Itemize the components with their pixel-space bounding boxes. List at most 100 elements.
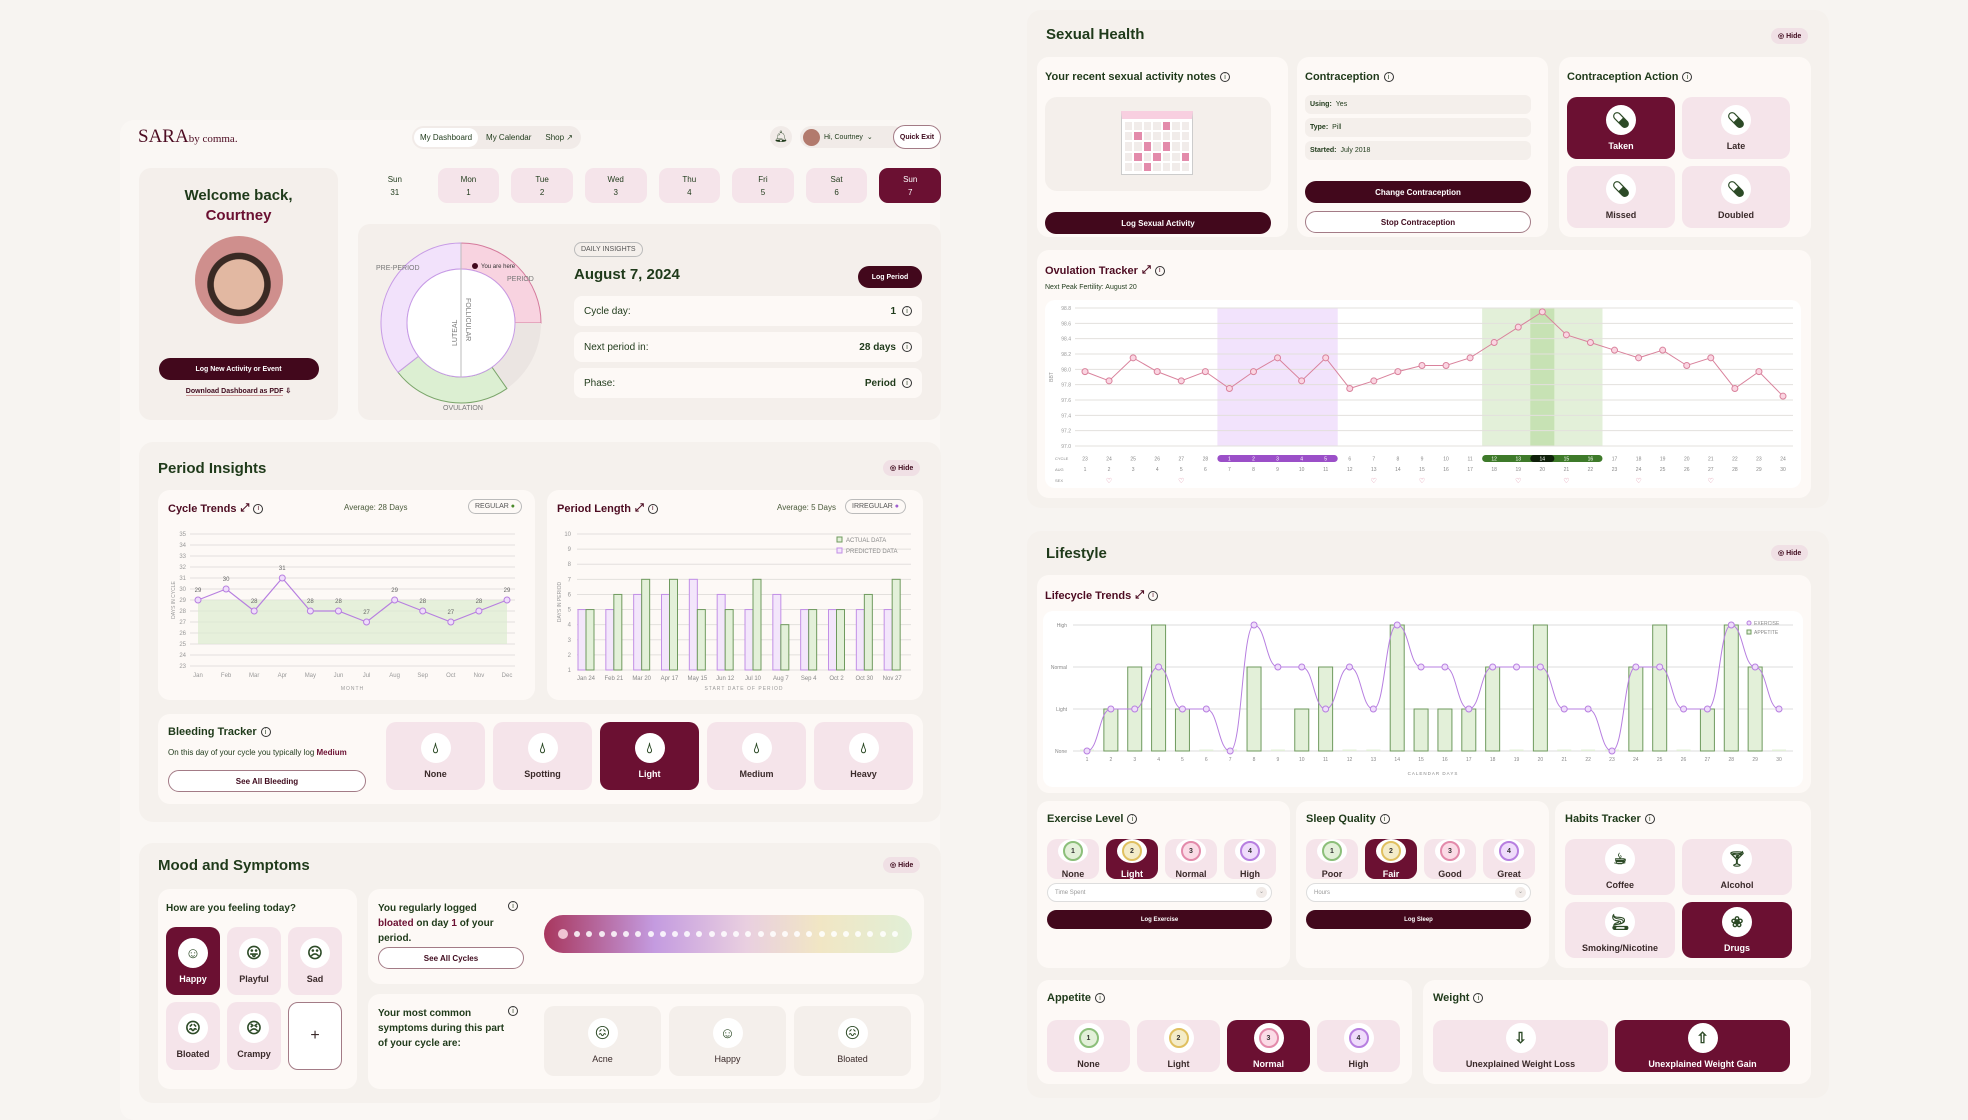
add-mood-button[interactable]: + bbox=[288, 1002, 342, 1070]
exercise-dropdown[interactable]: Time Spent ⌄ bbox=[1047, 883, 1272, 902]
sleep-dropdown[interactable]: Hours ⌄ bbox=[1306, 883, 1531, 902]
nav-my-dashboard[interactable]: My Dashboard bbox=[414, 128, 479, 147]
cycle-day-slider[interactable] bbox=[544, 915, 912, 953]
sleep-option-great[interactable]: 4 Great bbox=[1483, 839, 1535, 879]
appetite-option-none[interactable]: 1 None bbox=[1047, 1020, 1130, 1072]
nav-shop[interactable]: Shop ↗ bbox=[545, 133, 573, 142]
bleeding-option-medium[interactable]: 💧︎ Medium bbox=[707, 722, 806, 790]
contraception-action-missed[interactable]: 💊︎ Missed bbox=[1567, 166, 1675, 228]
day-thu-4[interactable]: Thu 4 bbox=[658, 168, 721, 203]
exercise-point-day-18 bbox=[1489, 663, 1497, 671]
appetite-option-normal[interactable]: 3 Normal bbox=[1227, 1020, 1310, 1072]
day-sun-7[interactable]: Sun 7 bbox=[879, 168, 941, 203]
sleep-option-fair[interactable]: 2 Fair bbox=[1365, 839, 1417, 879]
contraception-action-late[interactable]: 💊︎ Late bbox=[1682, 97, 1790, 159]
mood-option-sad[interactable]: ☹ Sad bbox=[288, 927, 342, 995]
see-all-cycles-button[interactable]: See All Cycles bbox=[378, 947, 524, 969]
info-icon[interactable]: i bbox=[1095, 993, 1105, 1003]
day-sun-31[interactable]: Sun 31 bbox=[364, 168, 426, 203]
habit-smoking-nicotine[interactable]: 🚬︎ Smoking/Nicotine bbox=[1565, 902, 1675, 958]
info-icon[interactable]: i bbox=[902, 306, 912, 316]
hide-button[interactable]: ◎ Hide bbox=[1771, 28, 1809, 44]
habit-drugs[interactable]: ❀ Drugs bbox=[1682, 902, 1792, 958]
hide-button[interactable]: ◎ Hide bbox=[883, 857, 921, 873]
hide-button[interactable]: ◎ Hide bbox=[883, 460, 921, 476]
log-period-button[interactable]: Log Period bbox=[858, 266, 922, 288]
bell-icon[interactable]: 🔔︎ bbox=[770, 126, 792, 148]
day-wed-3[interactable]: Wed 3 bbox=[584, 168, 647, 203]
download-pdf-link[interactable]: Download Dashboard as PDF ⇩ bbox=[139, 387, 338, 396]
user-menu[interactable]: Hi, Courtney ⌄ bbox=[800, 126, 904, 148]
info-icon[interactable]: i bbox=[647, 503, 658, 514]
weight-option-unexplained-weight-loss[interactable]: ⇩ Unexplained Weight Loss bbox=[1433, 1020, 1608, 1072]
info-icon[interactable]: i bbox=[1473, 993, 1484, 1003]
day-mon-1[interactable]: Mon 1 bbox=[437, 168, 500, 203]
appetite-option-high[interactable]: 4 High bbox=[1317, 1020, 1400, 1072]
bbt-point-aug-6 bbox=[1201, 368, 1209, 376]
logo[interactable]: SARAby comma. bbox=[138, 126, 238, 148]
change-contraception-button[interactable]: Change Contraception bbox=[1305, 181, 1531, 203]
exercise-point-day-23 bbox=[1608, 747, 1616, 755]
exercise-point-day-5 bbox=[1178, 705, 1186, 713]
sleep-option-poor[interactable]: 1 Poor bbox=[1306, 839, 1358, 879]
actual-bar-jul-10 bbox=[752, 578, 762, 671]
expand-icon[interactable]: ⤢ bbox=[1141, 264, 1151, 276]
info-icon[interactable]: i bbox=[253, 503, 264, 514]
info-icon[interactable]: i bbox=[508, 901, 518, 911]
log-sexual-activity-button[interactable]: Log Sexual Activity bbox=[1045, 212, 1271, 234]
mood-option-bloated[interactable]: 😖︎ Bloated bbox=[166, 1002, 220, 1070]
bleeding-option-none[interactable]: 💧︎ None bbox=[386, 722, 485, 790]
sleep-option-good[interactable]: 3 Good bbox=[1424, 839, 1476, 879]
habit-alcohol[interactable]: 🍸︎ Alcohol bbox=[1682, 839, 1792, 895]
stop-contraception-button[interactable]: Stop Contraception bbox=[1305, 211, 1531, 233]
info-icon[interactable]: i bbox=[1148, 590, 1159, 601]
appetite-option-light[interactable]: 2 Light bbox=[1137, 1020, 1220, 1072]
section-title: Mood and Symptoms bbox=[158, 857, 310, 874]
exercise-option-normal[interactable]: 3 Normal bbox=[1165, 839, 1217, 879]
info-icon[interactable]: i bbox=[1219, 72, 1230, 82]
day-fri-5[interactable]: Fri 5 bbox=[732, 168, 794, 203]
info-icon[interactable]: i bbox=[508, 1006, 518, 1016]
expand-icon[interactable]: ⤢ bbox=[1135, 589, 1145, 601]
cycle-day-label: 1 bbox=[1228, 457, 1231, 463]
info-icon[interactable]: i bbox=[902, 342, 912, 352]
info-icon[interactable]: i bbox=[1127, 814, 1138, 824]
info-icon[interactable]: i bbox=[1682, 72, 1693, 82]
exercise-option-none[interactable]: 1 None bbox=[1047, 839, 1099, 879]
log-sleep-button[interactable]: Log Sleep bbox=[1306, 910, 1531, 929]
info-icon[interactable]: i bbox=[260, 727, 271, 737]
bleeding-option-light[interactable]: 💧︎ Light bbox=[600, 722, 699, 790]
nav-my-calendar[interactable]: My Calendar bbox=[486, 133, 532, 142]
info-icon[interactable]: i bbox=[902, 378, 912, 388]
info-icon[interactable]: i bbox=[1644, 814, 1655, 824]
expand-icon[interactable]: ⤢ bbox=[240, 502, 250, 514]
actual-bar-oct-2 bbox=[836, 609, 845, 671]
bleeding-tracker-card: Bleeding Tracker i On this day of your cy… bbox=[158, 714, 923, 804]
bleeding-option-heavy[interactable]: 💧︎ Heavy bbox=[814, 722, 913, 790]
hide-button[interactable]: ◎ Hide bbox=[1771, 545, 1809, 561]
quick-exit-button[interactable]: Quick Exit bbox=[893, 125, 941, 149]
bleeding-option-spotting[interactable]: 💧︎ Spotting bbox=[493, 722, 592, 790]
day-sat-6[interactable]: Sat 6 bbox=[805, 168, 868, 203]
mood-option-happy[interactable]: ☺ Happy bbox=[166, 927, 220, 995]
aug-day-label: 24 bbox=[1636, 467, 1642, 473]
log-exercise-button[interactable]: Log Exercise bbox=[1047, 910, 1272, 929]
log-activity-button[interactable]: Log New Activity or Event bbox=[158, 358, 319, 380]
mood-option-playful[interactable]: 😛︎ Playful bbox=[227, 927, 281, 995]
level-3-icon: 3 bbox=[1253, 1023, 1284, 1053]
info-icon[interactable]: i bbox=[1379, 814, 1390, 824]
info-icon[interactable]: i bbox=[1154, 265, 1165, 276]
mood-option-crampy[interactable]: 😣︎ Crampy bbox=[227, 1002, 281, 1070]
habit-coffee[interactable]: ☕︎ Coffee bbox=[1565, 839, 1675, 895]
contraception-action-taken[interactable]: 💊︎ Taken bbox=[1567, 97, 1675, 159]
exercise-option-high[interactable]: 4 High bbox=[1224, 839, 1276, 879]
info-icon[interactable]: i bbox=[1383, 72, 1394, 82]
contraception-action-doubled[interactable]: 💊︎ Doubled bbox=[1682, 166, 1790, 228]
weight-option-unexplained-weight-gain[interactable]: ⇧ Unexplained Weight Gain bbox=[1615, 1020, 1790, 1072]
level-number: 1 bbox=[1078, 1028, 1099, 1048]
exercise-option-light[interactable]: 2 Light bbox=[1106, 839, 1158, 879]
expand-icon[interactable]: ⤢ bbox=[634, 502, 644, 514]
app-header: SARAby comma. My Dashboard My Calendar S… bbox=[138, 125, 941, 149]
see-all-bleeding-button[interactable]: See All Bleeding bbox=[168, 770, 366, 792]
day-tue-2[interactable]: Tue 2 bbox=[511, 168, 573, 203]
